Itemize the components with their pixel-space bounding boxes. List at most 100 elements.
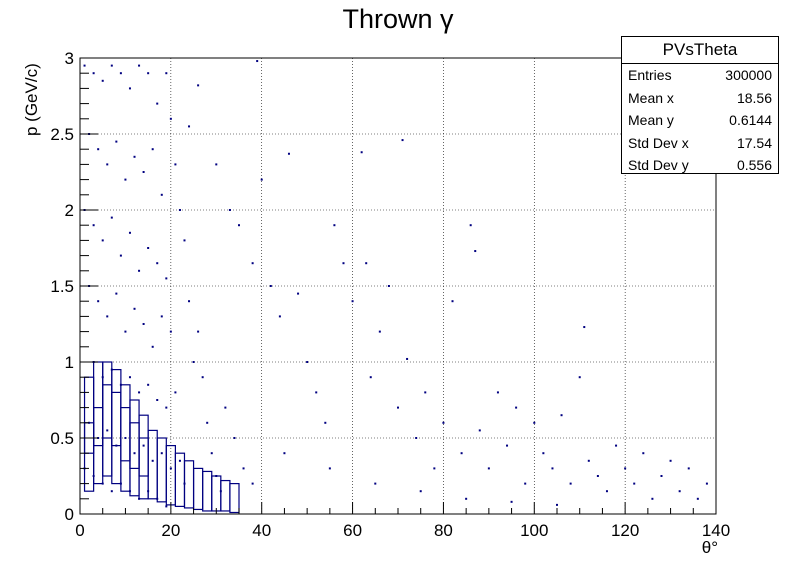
data-point xyxy=(97,300,100,303)
data-point xyxy=(351,300,354,303)
data-point xyxy=(83,64,86,67)
y-tick-label: 2 xyxy=(65,201,74,220)
data-point xyxy=(169,330,172,333)
data-point xyxy=(115,140,118,143)
y-tick-label: 2.5 xyxy=(50,125,74,144)
data-point xyxy=(119,482,122,485)
data-point xyxy=(142,171,145,173)
data-point xyxy=(174,163,177,166)
data-point xyxy=(124,437,127,439)
data-point xyxy=(119,72,122,75)
data-point xyxy=(487,467,490,470)
data-point xyxy=(587,459,590,462)
data-point xyxy=(315,391,318,394)
data-point xyxy=(165,72,168,75)
data-point xyxy=(560,414,563,417)
x-tick-label: 0 xyxy=(75,521,84,540)
data-point xyxy=(178,209,181,211)
x-tick-label: 40 xyxy=(252,521,271,540)
stats-value: 300000 xyxy=(725,67,772,83)
data-point xyxy=(651,497,654,500)
data-point xyxy=(496,391,499,394)
y-tick-label: 0 xyxy=(65,505,74,524)
data-point xyxy=(201,376,204,379)
data-point xyxy=(569,482,572,485)
stats-box: PVsTheta Entries 300000 Mean x 18.56 Mea… xyxy=(621,36,779,174)
data-point xyxy=(183,239,186,242)
data-point xyxy=(106,163,109,166)
data-point xyxy=(433,467,436,470)
data-point xyxy=(233,437,236,439)
data-point xyxy=(287,152,290,155)
data-point xyxy=(101,376,104,379)
data-point xyxy=(156,399,159,401)
stats-label: Std Dev y xyxy=(628,157,689,174)
data-point xyxy=(228,209,231,211)
data-point xyxy=(156,497,159,500)
stats-row: Mean y 0.6144 xyxy=(622,109,778,132)
data-point xyxy=(138,64,141,67)
data-point xyxy=(506,444,509,447)
data-point xyxy=(397,406,399,409)
data-point xyxy=(705,482,708,485)
x-tick-label: 120 xyxy=(611,521,639,540)
data-point xyxy=(533,421,536,424)
data-point xyxy=(151,345,154,348)
x-axis-label: θ° xyxy=(701,538,718,557)
data-point xyxy=(138,391,141,394)
data-point xyxy=(378,330,381,333)
data-point xyxy=(551,467,554,470)
data-point xyxy=(128,87,131,90)
data-point xyxy=(128,490,131,493)
stats-label: Entries xyxy=(628,67,672,83)
data-point xyxy=(669,459,672,462)
data-point xyxy=(687,467,690,470)
data-point xyxy=(147,72,150,75)
data-point xyxy=(165,277,168,280)
data-point xyxy=(401,139,404,142)
data-point xyxy=(415,437,418,439)
data-point xyxy=(478,429,481,432)
data-point xyxy=(324,421,327,424)
data-point xyxy=(156,262,159,265)
data-point xyxy=(251,482,254,485)
data-point xyxy=(147,383,150,386)
data-point xyxy=(188,300,191,303)
x-tick-label: 80 xyxy=(434,521,453,540)
data-point xyxy=(460,452,463,455)
data-point xyxy=(151,459,154,462)
data-point xyxy=(583,326,586,329)
stats-row: Std Dev x 17.54 xyxy=(622,132,778,155)
data-point xyxy=(219,490,222,493)
y-axis-label: p (GeV/c) xyxy=(22,63,41,136)
data-point xyxy=(106,429,109,432)
data-point xyxy=(256,60,259,63)
data-point xyxy=(183,482,186,485)
data-point xyxy=(360,151,363,154)
data-point xyxy=(88,421,91,424)
data-point xyxy=(110,368,113,371)
data-point xyxy=(128,376,131,379)
data-point xyxy=(596,475,599,477)
data-point xyxy=(515,406,518,409)
data-point xyxy=(188,125,191,128)
data-point xyxy=(110,490,113,493)
data-point xyxy=(147,490,150,493)
chart-title: Thrown γ xyxy=(342,4,454,34)
x-tick-label: 140 xyxy=(702,521,730,540)
data-point xyxy=(578,376,581,379)
data-point xyxy=(387,285,390,287)
data-point xyxy=(469,224,472,227)
data-point xyxy=(215,163,218,166)
data-point xyxy=(451,300,454,303)
data-point xyxy=(328,467,331,470)
data-point xyxy=(92,224,95,227)
data-point xyxy=(474,250,477,253)
data-point xyxy=(138,269,141,272)
stats-row: Mean x 18.56 xyxy=(622,87,778,110)
data-point xyxy=(197,84,200,87)
data-point xyxy=(178,459,181,462)
data-point xyxy=(128,231,131,234)
data-point xyxy=(165,505,168,508)
data-point xyxy=(169,467,172,470)
